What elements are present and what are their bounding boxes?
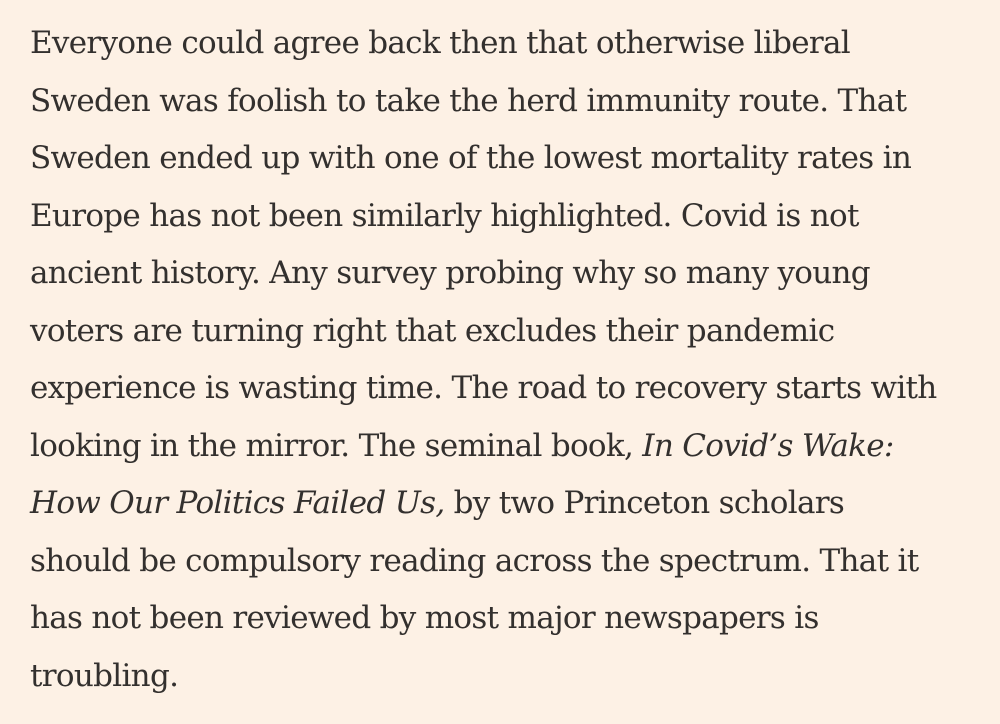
text-line-8-regular: looking in the mirror. The seminal book, — [30, 427, 643, 464]
article-paragraph: Everyone could agree back then that othe… — [30, 15, 980, 705]
book-title-part-1: In Covid’s Wake: — [642, 427, 894, 464]
text-line-6: voters are turning right that excludes t… — [30, 312, 835, 349]
text-line-9: How Our Politics Failed Us, by two Princ… — [30, 475, 980, 533]
text-line-11: has not been reviewed by most major news… — [30, 600, 819, 636]
text-line-3: Sweden ended up with one of the lowest m… — [30, 140, 912, 176]
book-title-part-2: How Our Politics Failed Us, — [30, 485, 445, 521]
text-line-4: Europe has not been similarly highlighte… — [30, 197, 859, 234]
text-line-9-regular: by two Princeton scholars — [444, 485, 845, 521]
text-line-5: ancient history. Any survey probing why … — [30, 255, 871, 291]
text-line-12: troubling. — [30, 657, 179, 694]
text-line-2: Sweden was foolish to take the herd immu… — [30, 82, 907, 119]
text-line-1: Everyone could agree back then that othe… — [30, 25, 851, 61]
text-line-8: looking in the mirror. The seminal book,… — [30, 418, 980, 476]
text-line-7: experience is wasting time. The road to … — [30, 370, 937, 406]
text-line-10: should be compulsory reading across the … — [30, 542, 919, 579]
